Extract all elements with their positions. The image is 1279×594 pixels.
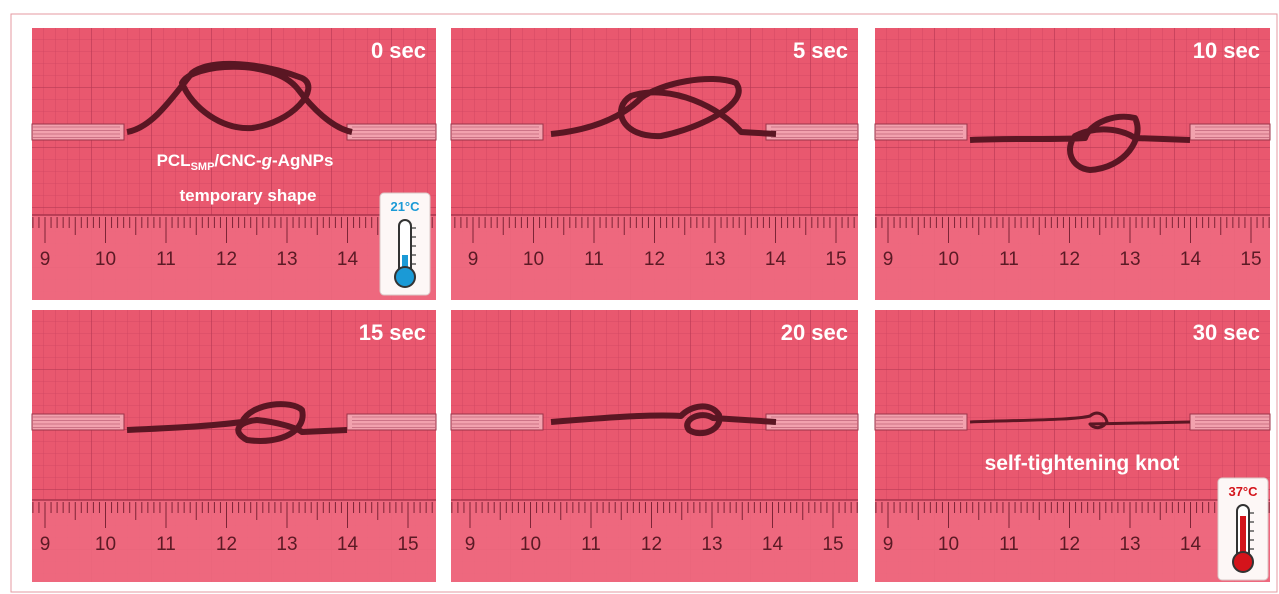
ruler-number: 14: [337, 249, 359, 270]
panel: 9 10 11 12 13 14 15 5 sec: [451, 28, 858, 300]
thermometer: 21°C: [380, 193, 430, 295]
ruler-number: 14: [1180, 534, 1202, 555]
material-main: PCL: [157, 151, 191, 170]
material-italic: g: [261, 151, 273, 170]
panel: 9 10 11 12 13 14 15 10 sec: [875, 28, 1270, 300]
ruler-number: 9: [468, 249, 479, 270]
ruler-number: 10: [95, 534, 116, 555]
material-middle: /CNC-: [214, 151, 261, 170]
ruler-number: 15: [822, 534, 843, 555]
ruler-number: 11: [584, 249, 604, 270]
ruler-number: 9: [465, 534, 476, 555]
ruler-number: 15: [397, 534, 418, 555]
ruler-number: 15: [1240, 249, 1261, 270]
ruler-number: 11: [999, 534, 1019, 555]
panel: 9 10 11 12 13 14 15 15 sec: [32, 310, 436, 582]
time-label: 5 sec: [793, 38, 848, 63]
ruler-number: 15: [825, 249, 846, 270]
ruler-number: 14: [765, 249, 787, 270]
temperature-label: 21°C: [390, 199, 420, 214]
ruler-number: 9: [883, 534, 894, 555]
ruler-number: 10: [95, 249, 116, 270]
ruler-number: 12: [216, 534, 237, 555]
time-label: 30 sec: [1193, 320, 1260, 345]
ruler-number: 13: [276, 249, 297, 270]
ruler-number: 12: [644, 249, 665, 270]
ruler-number: 10: [523, 249, 544, 270]
ruler-number: 14: [337, 534, 359, 555]
end-caption: self-tightening knot: [985, 452, 1180, 475]
page: {"panels": [ {"time": "0 sec", "ruler_la…: [0, 0, 1279, 594]
ruler-number: 14: [1180, 249, 1202, 270]
ruler-number: 9: [40, 249, 51, 270]
material-sub: SMP: [191, 161, 215, 173]
ruler-number: 9: [40, 534, 51, 555]
ruler-number: 10: [938, 534, 959, 555]
ruler-number: 10: [938, 249, 959, 270]
start-caption: temporary shape: [180, 186, 317, 205]
ruler-number: 13: [1119, 249, 1140, 270]
material-label: PCLSMP/CNC-g-AgNPs: [157, 151, 334, 173]
thermometer-bulb: [1233, 552, 1253, 572]
ruler-number: 12: [216, 249, 237, 270]
ruler-number: 12: [641, 534, 662, 555]
panel: 9 10 11 12 13 14 30 sec: [875, 310, 1270, 582]
thermometer: 37°C: [1218, 478, 1268, 580]
temperature-label: 37°C: [1228, 484, 1258, 499]
figure: 9 10 11 12 13 14 0 sec 9 10 11 12 13 14 15 5 sec 9 10 11 1…: [0, 0, 1279, 594]
ruler-number: 11: [581, 534, 601, 555]
time-label: 10 sec: [1193, 38, 1260, 63]
ruler-number: 12: [1059, 249, 1080, 270]
ruler-number: 12: [1059, 534, 1080, 555]
ruler-number: 13: [276, 534, 297, 555]
ruler-number: 13: [704, 249, 725, 270]
ruler-number: 10: [520, 534, 541, 555]
ruler-number: 11: [156, 534, 176, 555]
ruler-number: 9: [883, 249, 894, 270]
panel: 9 10 11 12 13 14 15 20 sec: [451, 310, 858, 582]
time-label: 20 sec: [781, 320, 848, 345]
ruler-number: 13: [1119, 534, 1140, 555]
thermometer-bulb: [395, 267, 415, 287]
ruler-number: 14: [762, 534, 784, 555]
ruler-number: 11: [999, 249, 1019, 270]
time-label: 15 sec: [359, 320, 426, 345]
material-end: -AgNPs: [272, 151, 333, 170]
time-label: 0 sec: [371, 38, 426, 63]
ruler-number: 13: [701, 534, 722, 555]
ruler-number: 11: [156, 249, 176, 270]
